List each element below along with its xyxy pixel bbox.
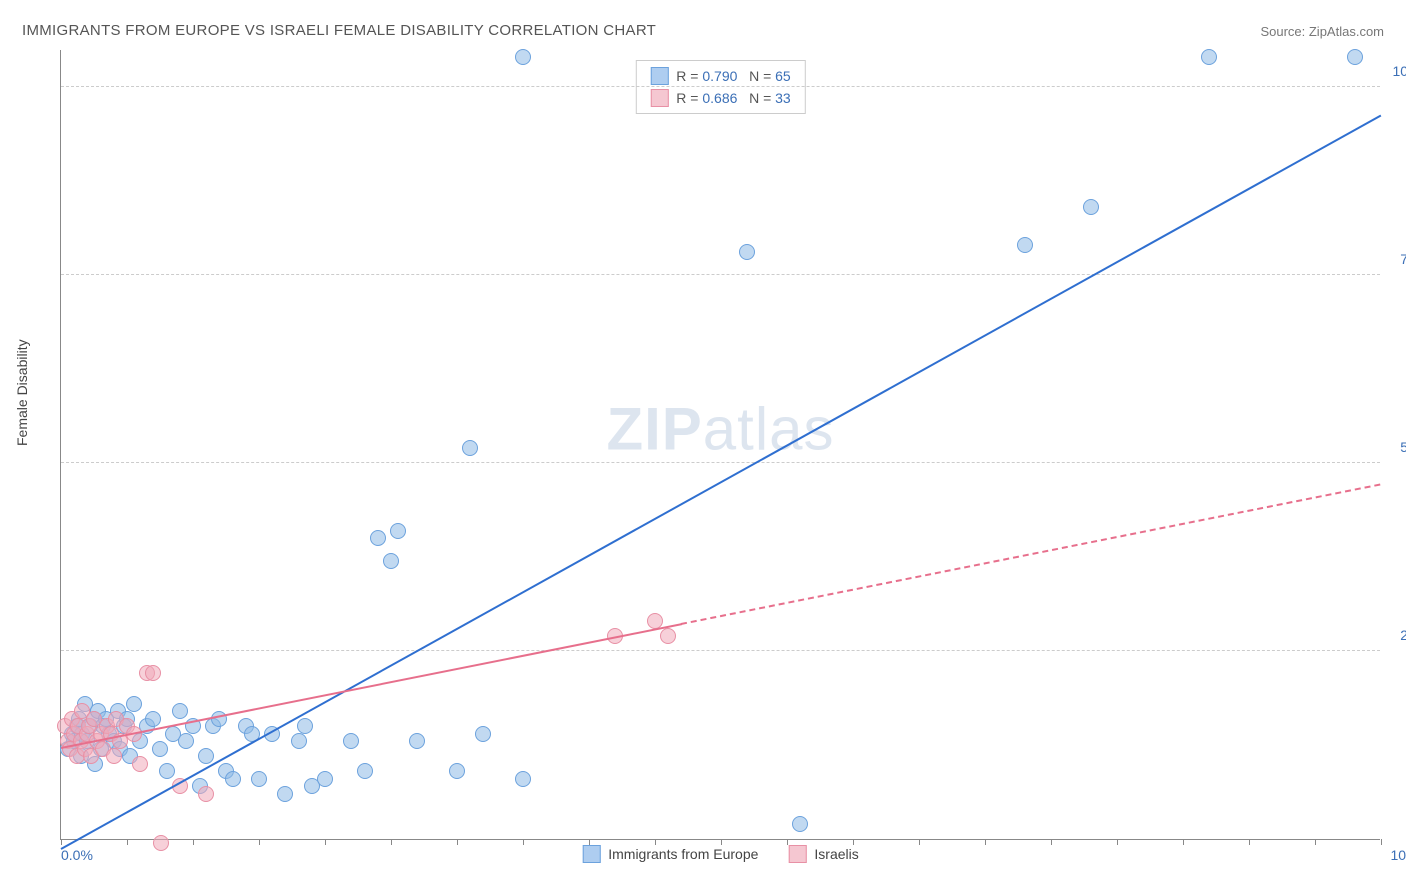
y-axis-title: Female Disability	[14, 339, 30, 446]
trend-line	[61, 115, 1382, 850]
data-point	[178, 733, 194, 749]
gridline	[61, 462, 1380, 463]
y-axis-tick-label: 25.0%	[1400, 627, 1406, 643]
x-axis-tick	[1249, 839, 1250, 845]
data-point	[390, 523, 406, 539]
x-axis-tick	[193, 839, 194, 845]
x-axis-max-label: 100.0%	[1391, 847, 1406, 863]
x-axis-tick	[787, 839, 788, 845]
chart-title: IMMIGRANTS FROM EUROPE VS ISRAELI FEMALE…	[22, 22, 656, 39]
x-axis-tick	[61, 839, 62, 845]
source-label: Source: ZipAtlas.com	[1260, 24, 1384, 39]
legend-swatch	[788, 845, 806, 863]
watermark: ZIPatlas	[606, 394, 834, 463]
data-point	[277, 786, 293, 802]
x-axis-tick	[391, 839, 392, 845]
data-point	[126, 696, 142, 712]
data-point	[225, 771, 241, 787]
data-point	[211, 711, 227, 727]
x-axis-tick	[589, 839, 590, 845]
x-axis-tick	[457, 839, 458, 845]
x-axis-tick	[853, 839, 854, 845]
x-axis-tick	[325, 839, 326, 845]
x-axis-tick	[127, 839, 128, 845]
data-point	[251, 771, 267, 787]
x-axis-tick	[523, 839, 524, 845]
x-axis-min-label: 0.0%	[61, 847, 93, 863]
x-axis-tick	[985, 839, 986, 845]
data-point	[739, 244, 755, 260]
x-axis-tick	[919, 839, 920, 845]
legend-series-label: Immigrants from Europe	[608, 846, 758, 862]
data-point	[317, 771, 333, 787]
data-point	[132, 756, 148, 772]
data-point	[370, 530, 386, 546]
data-point	[106, 748, 122, 764]
data-point	[153, 835, 169, 851]
legend-stats: R = 0.790 N = 65 R = 0.686 N = 33	[635, 60, 805, 114]
data-point	[1347, 49, 1363, 65]
data-point	[159, 763, 175, 779]
data-point	[475, 726, 491, 742]
data-point	[145, 665, 161, 681]
data-point	[449, 763, 465, 779]
y-axis-tick-label: 75.0%	[1400, 251, 1406, 267]
data-point	[1201, 49, 1217, 65]
data-point	[515, 49, 531, 65]
legend-swatch	[650, 89, 668, 107]
data-point	[297, 718, 313, 734]
data-point	[152, 741, 168, 757]
data-point	[462, 440, 478, 456]
data-point	[409, 733, 425, 749]
legend-series-label: Israelis	[814, 846, 858, 862]
data-point	[357, 763, 373, 779]
gridline	[61, 274, 1380, 275]
legend-series-item: Immigrants from Europe	[582, 845, 758, 863]
data-point	[792, 816, 808, 832]
data-point	[172, 703, 188, 719]
data-point	[343, 733, 359, 749]
legend-swatch	[650, 67, 668, 85]
legend-stat-row: R = 0.686 N = 33	[650, 87, 790, 109]
legend-stat-text: R = 0.790 N = 65	[676, 68, 790, 84]
legend-series-item: Israelis	[788, 845, 858, 863]
y-axis-tick-label: 100.0%	[1393, 63, 1406, 79]
data-point	[145, 711, 161, 727]
x-axis-tick	[1117, 839, 1118, 845]
legend-stat-text: R = 0.686 N = 33	[676, 90, 790, 106]
trend-line	[681, 483, 1381, 625]
y-axis-tick-label: 50.0%	[1400, 439, 1406, 455]
x-axis-tick	[259, 839, 260, 845]
x-axis-tick	[1381, 839, 1382, 845]
x-axis-tick	[1315, 839, 1316, 845]
x-axis-tick	[655, 839, 656, 845]
gridline	[61, 650, 1380, 651]
data-point	[198, 786, 214, 802]
data-point	[660, 628, 676, 644]
x-axis-tick	[721, 839, 722, 845]
scatter-plot: ZIPatlas R = 0.790 N = 65 R = 0.686 N = 3…	[60, 50, 1380, 840]
data-point	[383, 553, 399, 569]
gridline	[61, 86, 1380, 87]
x-axis-tick	[1051, 839, 1052, 845]
legend-stat-row: R = 0.790 N = 65	[650, 65, 790, 87]
data-point	[515, 771, 531, 787]
trend-line	[61, 623, 682, 749]
data-point	[291, 733, 307, 749]
data-point	[1083, 199, 1099, 215]
data-point	[198, 748, 214, 764]
legend-series: Immigrants from Europe Israelis	[582, 845, 859, 863]
data-point	[1017, 237, 1033, 253]
legend-swatch	[582, 845, 600, 863]
x-axis-tick	[1183, 839, 1184, 845]
